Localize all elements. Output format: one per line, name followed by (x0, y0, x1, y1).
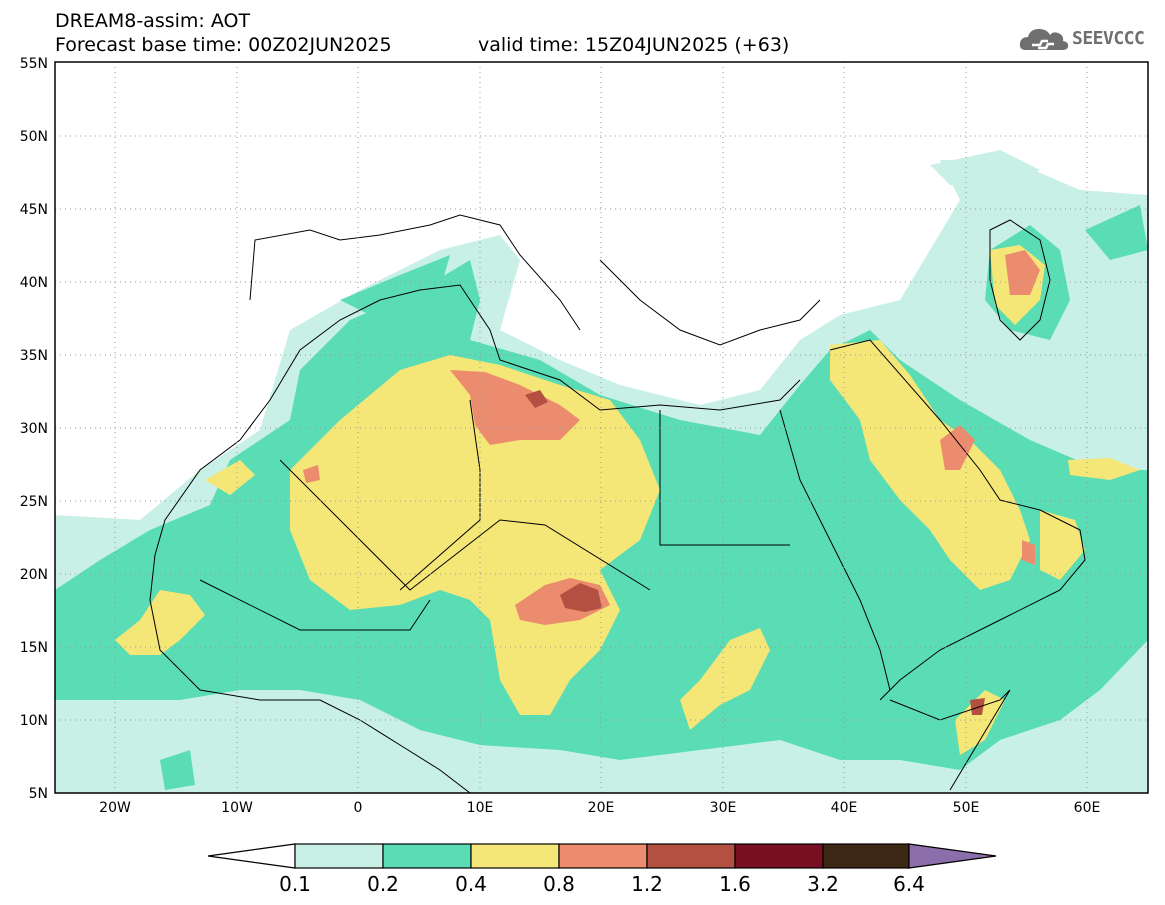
lon-tick-label: 10E (467, 800, 494, 816)
gridlines (55, 62, 1148, 793)
colorbar-swatch (382, 843, 472, 869)
lon-tick-label: 60E (1074, 800, 1101, 816)
colorbar-labels: 0.1 0.2 0.4 0.8 1.2 1.6 3.2 6.4 (279, 872, 925, 896)
lon-tick-label: 20W (99, 800, 131, 816)
lat-tick-label: 45N (20, 202, 48, 218)
lat-tick-label: 30N (20, 421, 48, 437)
aot-band-0.8 (303, 465, 320, 483)
lat-tick-label: 40N (20, 275, 48, 291)
aot-band-0.1 (930, 150, 1040, 190)
lon-tick-label: 40E (831, 800, 858, 816)
coastline-horn-africa (889, 689, 1011, 791)
lat-tick-label: 55N (20, 56, 48, 72)
coastline-west-africa (149, 554, 471, 793)
colorbar-level-label: 1.2 (631, 872, 663, 896)
colorbar-under-arrow (207, 843, 296, 869)
colorbar-level-label: 0.2 (367, 872, 399, 896)
lat-tick-label: 10N (20, 713, 48, 729)
aot-band-0.8 (1022, 540, 1035, 565)
border-egypt-sudan (659, 410, 790, 546)
aot-band-0.4 (680, 628, 770, 730)
aot-band-0.4 (1040, 510, 1085, 580)
cloud-icon (1019, 29, 1069, 50)
lon-tick-label: 50E (953, 800, 980, 816)
logo-text: SEEVCCC (1072, 28, 1145, 49)
coastline-arabia-east (829, 339, 1086, 701)
colorbar-level-label: 0.1 (279, 872, 311, 896)
colorbar-swatch (734, 843, 824, 869)
lat-tick-label: 50N (20, 129, 48, 145)
colorbar-level-label: 6.4 (893, 872, 925, 896)
lon-tick-label: 30E (710, 800, 737, 816)
aot-band-0.8 (1005, 250, 1040, 295)
coastline-caspian (989, 219, 1051, 341)
colorbar-swatch (646, 843, 736, 869)
aot-band-0.8 (450, 370, 580, 445)
coastline-balkans (599, 259, 821, 346)
aot-band-0.4 (830, 340, 1030, 590)
colorbar-swatch (294, 843, 384, 869)
colorbar-level-label: 3.2 (807, 872, 839, 896)
lon-tick-label: 20E (588, 800, 615, 816)
lat-tick-label: 25N (20, 494, 48, 510)
aot-band-0.4 (1068, 458, 1140, 480)
lat-tick-label: 5N (29, 786, 48, 802)
aot-band-0.2 (1085, 205, 1148, 260)
colorbar-level-label: 0.8 (543, 872, 575, 896)
aot-band-1.2 (970, 698, 985, 715)
lon-axis: 20W 10W 0 10E 20E 30E 40E 50E 60E (99, 800, 1100, 816)
border-algeria-libya (399, 399, 481, 591)
aot-band-0.4 (290, 355, 660, 715)
aot-band-1.2 (525, 390, 548, 408)
valid-time: valid time: 15Z04JUN2025 (+63) (478, 34, 790, 56)
forecast-base-time: Forecast base time: 00Z02JUN2025 (55, 34, 392, 56)
coastlines (149, 214, 1086, 793)
coastline-europe (249, 214, 581, 331)
map-title: DREAM8-assim: AOT (55, 10, 251, 32)
lon-tick-label: 0 (354, 800, 363, 816)
seevccc-logo: SEEVCCC (1018, 24, 1158, 54)
colorbar (207, 843, 997, 869)
coastline-red-sea (779, 409, 891, 691)
colorbar-level-label: 0.4 (455, 872, 487, 896)
colorbar-over-arrow (908, 843, 997, 869)
border-sahel (199, 579, 431, 631)
aot-band-0.4 (115, 590, 205, 655)
aot-band-0.2 (160, 750, 195, 790)
map-frame (54, 61, 1149, 794)
aot-band-0.4 (205, 460, 255, 495)
aot-band-1.2 (560, 583, 602, 612)
colorbar-swatch (822, 843, 910, 869)
coastline-north-africa (154, 284, 801, 556)
aot-band-0.4 (955, 690, 1005, 755)
lat-tick-label: 20N (20, 567, 48, 583)
lon-tick-label: 10W (221, 800, 253, 816)
aot-band-0.8 (940, 425, 975, 470)
lat-tick-label: 35N (20, 348, 48, 364)
aot-band-0.2 (340, 255, 450, 320)
colorbar-swatch (470, 843, 560, 869)
colorbar-swatch (558, 843, 648, 869)
lat-tick-label: 15N (20, 640, 48, 656)
border-sahara (279, 459, 651, 591)
lat-axis: 5N 10N 15N 20N 25N 30N 35N 40N 45N 50N 5… (20, 56, 48, 802)
colorbar-level-label: 1.6 (719, 872, 751, 896)
